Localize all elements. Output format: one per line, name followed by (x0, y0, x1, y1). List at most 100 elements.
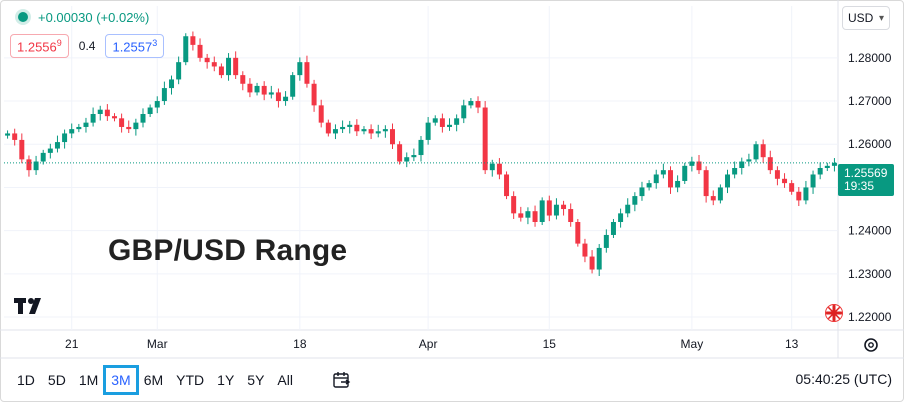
range-button-1y[interactable]: 1Y (217, 372, 235, 388)
candle-body (247, 83, 253, 93)
candle-body (154, 101, 160, 108)
candle-body (190, 36, 196, 45)
candle-body (774, 170, 780, 179)
candle-body (304, 62, 310, 84)
price-change: +0.00030 (+0.02%) (38, 9, 150, 25)
candle-body (47, 148, 53, 153)
candle-body (553, 204, 559, 216)
candle-body (297, 62, 303, 76)
candle-body (746, 159, 752, 162)
candle-body (696, 161, 702, 171)
candle-body (169, 79, 175, 89)
range-button-1m[interactable]: 1M (78, 372, 99, 388)
candle-body (525, 211, 531, 218)
range-button-5d[interactable]: 5D (47, 372, 66, 388)
candle-body (140, 114, 146, 123)
candle-body (511, 196, 517, 214)
candle-body (454, 118, 460, 125)
tradingview-logo-shape (14, 298, 41, 314)
candle-body (725, 174, 731, 188)
candle-body (660, 170, 666, 175)
range-toolbar: 1D 5D 1M 3M 6M YTD 1Y 5Y All (0, 364, 904, 396)
candle-body (283, 96, 289, 102)
candle-body (667, 170, 673, 188)
candle-body (817, 168, 823, 175)
candle-body (461, 105, 467, 119)
candle-body (632, 196, 638, 205)
candle-body (97, 109, 103, 114)
candle-body (254, 85, 260, 93)
candle-body (532, 211, 538, 222)
candle-body (119, 118, 125, 127)
candle-body (69, 129, 75, 134)
candle-body (176, 62, 182, 80)
candle-body (397, 144, 403, 162)
candle-body (133, 122, 139, 130)
candle-body (439, 118, 445, 127)
candle-body (62, 133, 68, 143)
x-tick-label: May (681, 337, 704, 351)
candle-body (275, 92, 281, 102)
y-tick-label: 1.28000 (848, 51, 892, 65)
x-tick-label: 21 (65, 337, 79, 351)
utc-clock[interactable]: 05:40:25 (UTC) (795, 371, 892, 387)
candle-body (290, 75, 296, 97)
candle-body (33, 161, 39, 171)
y-tick-label: 1.24000 (848, 224, 892, 238)
candle-body (732, 168, 738, 175)
candle-body (197, 44, 203, 58)
sell-price-button[interactable]: 1.25569 (10, 34, 69, 59)
x-tick-label: 15 (543, 337, 557, 351)
currency-select[interactable]: USD ▾ (842, 6, 890, 30)
candle-body (76, 126, 82, 130)
candle-body (418, 139, 424, 156)
candle-body (482, 107, 488, 171)
candles (4, 31, 838, 276)
candle-body (268, 92, 274, 95)
tradingview-logo-icon[interactable] (14, 296, 48, 322)
candle-body (240, 75, 246, 84)
candle-body (618, 213, 624, 222)
candle-body (447, 124, 453, 127)
last-price-value: 1.25569 (844, 166, 888, 180)
range-button-all[interactable]: All (277, 372, 293, 388)
candle-body (218, 66, 224, 76)
candle-body (411, 155, 417, 158)
candle-body (468, 101, 474, 106)
candle-body (703, 170, 709, 197)
y-tick-label: 1.26000 (848, 137, 892, 151)
spread-value: 0.4 (78, 39, 96, 54)
candle-body (489, 163, 495, 171)
candle-body (332, 129, 338, 134)
candle-body (183, 36, 189, 63)
candle-body (432, 118, 438, 123)
candle-body (382, 129, 388, 132)
date-range-icon[interactable] (332, 370, 352, 390)
range-button-3m[interactable]: 3M (103, 365, 139, 395)
candle-body (625, 204, 631, 214)
last-price-label: 1.25569 19:35 (838, 164, 894, 196)
y-tick-label: 1.23000 (848, 267, 892, 281)
candle-body (653, 174, 659, 184)
candle-body (375, 131, 381, 134)
candle-body (717, 187, 723, 201)
buy-price-button[interactable]: 1.25573 (105, 34, 165, 59)
candle-body (83, 122, 89, 127)
candle-body (582, 243, 588, 257)
candle-body (368, 129, 374, 134)
range-button-ytd[interactable]: YTD (176, 372, 205, 388)
candle-body (760, 144, 766, 158)
range-button-6m[interactable]: 6M (143, 372, 164, 388)
candle-body (26, 159, 32, 171)
uk-flag-icon (825, 304, 843, 322)
x-tick-label: 13 (785, 337, 799, 351)
range-button-1d[interactable]: 1D (17, 372, 35, 388)
range-button-5y[interactable]: 5Y (247, 372, 265, 388)
gear-icon[interactable] (862, 336, 880, 354)
buy-price-main: 1.2557 (112, 39, 153, 55)
candle-body (347, 124, 353, 127)
candle-body (518, 213, 524, 218)
candle-body (610, 222, 616, 235)
candle-body (318, 105, 324, 123)
